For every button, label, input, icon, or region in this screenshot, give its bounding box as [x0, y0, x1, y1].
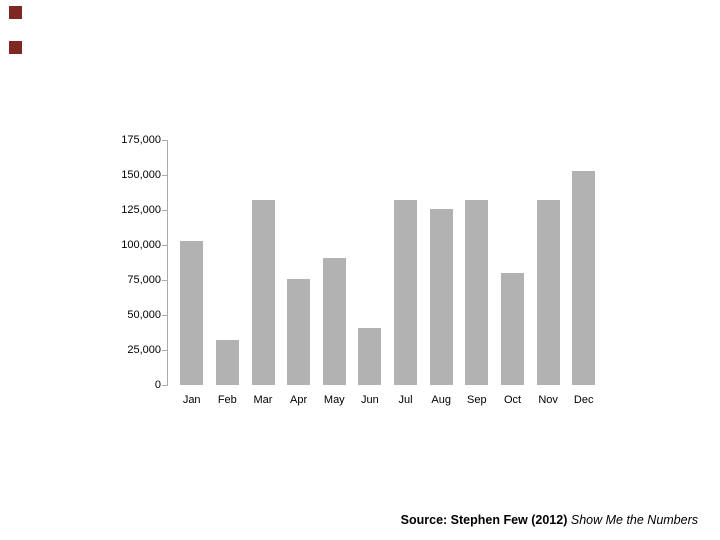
source-prefix: Source: Stephen Few (2012): [400, 513, 568, 527]
y-axis-tick-mark: [162, 350, 167, 351]
x-tick-label: Nov: [538, 394, 558, 406]
y-axis-tick-mark: [162, 385, 167, 386]
decor-square: [9, 6, 22, 19]
y-tick-label: 100,000: [121, 239, 161, 251]
x-tick-label: Jan: [182, 394, 201, 406]
bar: [180, 240, 204, 385]
bar: [465, 200, 489, 385]
y-axis-tick-mark: [162, 210, 167, 211]
y-axis-tick-mark: [162, 245, 167, 246]
y-axis-tick-mark: [162, 280, 167, 281]
y-tick-label: 150,000: [121, 169, 161, 181]
x-tick-label: May: [323, 394, 345, 406]
x-tick-label: Jul: [398, 394, 413, 406]
x-tick-label: Oct: [503, 394, 522, 406]
y-axis-tick-mark: [162, 140, 167, 141]
x-tick-label: Apr: [290, 394, 308, 406]
bar: [322, 257, 346, 385]
source-citation: Source: Stephen Few (2012) Show Me the N…: [401, 513, 698, 527]
y-tick-label: 0: [154, 379, 161, 391]
source-book-title: Show Me the Numbers: [570, 513, 698, 527]
bar: [572, 170, 596, 385]
x-tick-label: Aug: [431, 394, 451, 406]
bar: [215, 340, 239, 385]
bar: [287, 278, 311, 385]
x-tick-label: Sep: [467, 394, 487, 406]
y-tick-label: 50,000: [127, 309, 161, 321]
decor-square: [9, 41, 22, 54]
bar: [251, 200, 275, 385]
bar: [429, 208, 453, 385]
y-axis-line: [167, 140, 168, 386]
y-tick-label: 125,000: [121, 204, 161, 216]
y-axis-tick-mark: [162, 175, 167, 176]
bar: [501, 273, 524, 385]
y-axis-tick-mark: [162, 315, 167, 316]
bar: [536, 200, 560, 385]
bar: [358, 327, 382, 385]
x-tick-label: Feb: [217, 394, 237, 406]
x-tick-label: Dec: [573, 394, 594, 406]
y-tick-label: 175,000: [121, 134, 161, 146]
y-tick-label: 25,000: [127, 344, 161, 356]
y-tick-label: 75,000: [127, 274, 161, 286]
x-tick-label: Jun: [361, 394, 379, 406]
bar: [394, 200, 417, 385]
x-tick-label: Mar: [253, 394, 273, 406]
